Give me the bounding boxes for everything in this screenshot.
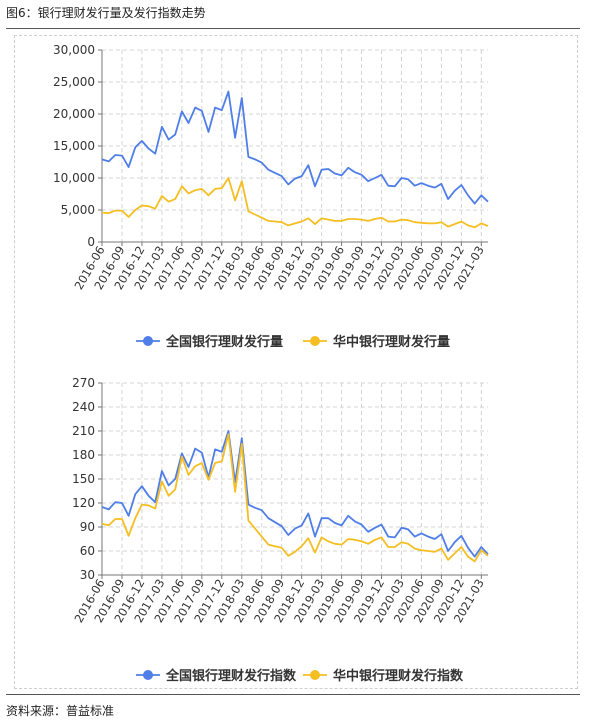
legend-label: 全国银行理财发行量 xyxy=(165,334,283,350)
y-tick-label: 15,000 xyxy=(53,139,95,153)
y-tick-label: 30 xyxy=(80,568,95,582)
legend-marker xyxy=(143,336,153,346)
legend-label: 华中银行理财发行量 xyxy=(333,334,450,350)
y-tick-label: 20,000 xyxy=(53,107,95,121)
legend-label: 华中银行理财发行指数 xyxy=(333,668,464,684)
y-tick-label: 240 xyxy=(72,400,95,414)
y-tick-label: 10,000 xyxy=(53,171,95,185)
y-tick-label: 210 xyxy=(72,424,95,438)
series-line-1 xyxy=(101,90,489,205)
legend-label: 全国银行理财发行指数 xyxy=(165,668,297,684)
charts-panel xyxy=(14,35,578,689)
y-tick-label: 25,000 xyxy=(53,75,95,89)
legend: 全国银行理财发行量 华中银行理财发行量 xyxy=(136,334,450,350)
legend-marker xyxy=(310,336,320,346)
legend: 全国银行理财发行指数 华中银行理财发行指数 xyxy=(136,668,464,684)
y-tick-label: 5,000 xyxy=(61,203,95,217)
y-tick-label: 60 xyxy=(80,544,95,558)
y-tick-label: 270 xyxy=(72,376,95,390)
bottom-rule xyxy=(6,694,580,695)
series-line-2 xyxy=(101,433,489,563)
y-tick-label: 90 xyxy=(80,520,95,534)
legend-marker xyxy=(310,670,320,680)
top-rule xyxy=(6,28,580,29)
series-line-2 xyxy=(101,177,489,229)
y-tick-label: 30,000 xyxy=(53,43,95,57)
chart-2: 3060901201501802102402702016-062016-0920… xyxy=(71,376,489,684)
legend-marker xyxy=(143,670,153,680)
y-tick-label: 180 xyxy=(72,448,95,462)
y-tick-label: 150 xyxy=(72,472,95,486)
source-note: 资料来源：普益标准 xyxy=(6,704,115,718)
figure-title: 图6：银行理财发行量及发行指数走势 xyxy=(6,6,206,20)
series-line-1 xyxy=(101,430,489,558)
y-tick-label: 120 xyxy=(72,496,95,510)
y-tick-label: 0 xyxy=(87,235,95,249)
chart-1: 05,00010,00015,00020,00025,00030,0002016… xyxy=(53,43,489,350)
